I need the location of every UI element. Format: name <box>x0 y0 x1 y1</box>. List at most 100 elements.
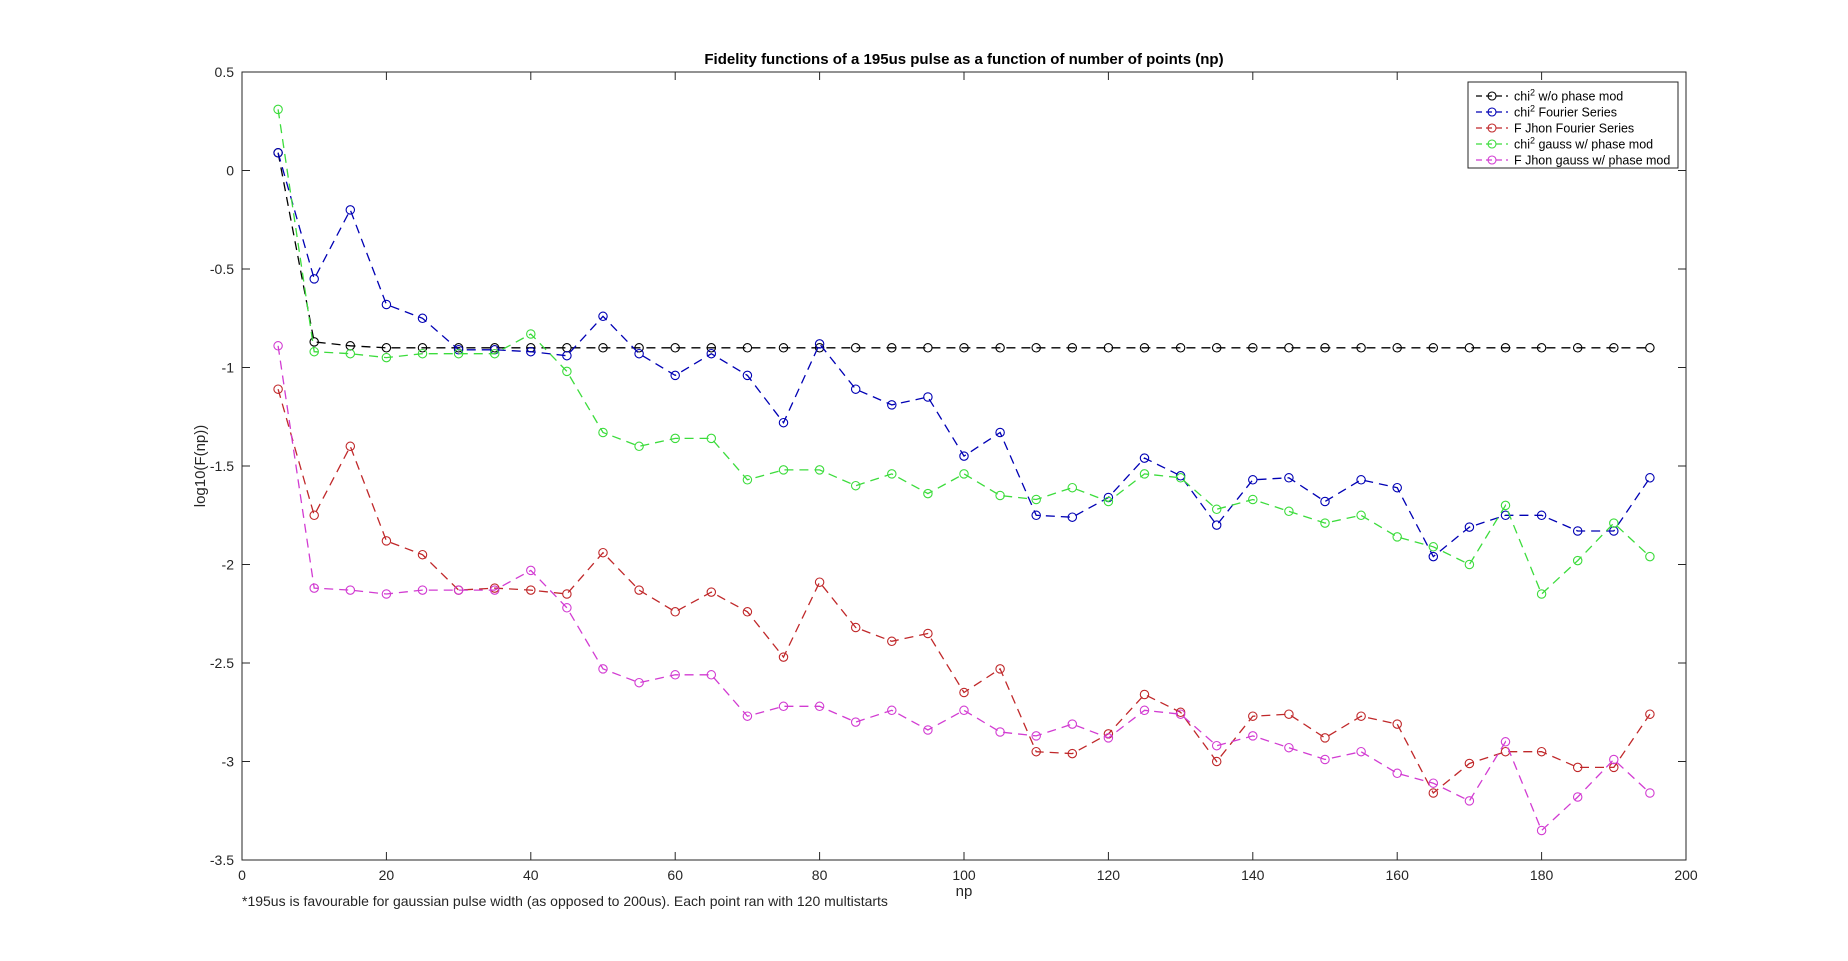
data-point <box>1284 343 1294 353</box>
data-point <box>1284 473 1294 483</box>
series-layer <box>273 104 1655 836</box>
data-point <box>417 585 428 595</box>
data-point <box>959 705 969 716</box>
data-point <box>1320 754 1330 765</box>
legend-label: chi2 Fourier Series <box>1514 104 1617 120</box>
data-point <box>1572 762 1583 773</box>
data-point <box>1645 788 1655 798</box>
data-point <box>1356 746 1366 757</box>
data-point <box>1572 343 1583 353</box>
data-point <box>526 565 536 576</box>
data-point <box>417 313 428 324</box>
data-point <box>1103 343 1114 353</box>
data-point <box>1645 709 1655 719</box>
data-point <box>345 585 356 595</box>
data-point <box>598 664 608 674</box>
y-tick-label: -1.5 <box>210 458 234 474</box>
data-point <box>923 488 933 499</box>
data-point <box>850 480 861 491</box>
data-point <box>1284 742 1294 753</box>
data-point <box>1392 343 1402 353</box>
data-point <box>923 392 933 402</box>
data-point <box>1536 746 1547 757</box>
data-point <box>1248 475 1258 485</box>
data-point <box>923 343 933 353</box>
x-tick-label: 200 <box>1674 867 1698 883</box>
series-line <box>277 109 1651 596</box>
legend-entry: F Jhon Fourier Series <box>1476 122 1634 136</box>
data-point <box>887 343 897 353</box>
y-ticks: 0.5 0 -0.5 -1 -1.5 -2 -2.5 -3 -3.5 <box>210 64 1686 868</box>
data-point <box>959 451 969 461</box>
data-point <box>1284 506 1294 517</box>
data-point <box>309 346 319 357</box>
data-point <box>1248 731 1258 741</box>
data-point <box>489 348 500 359</box>
data-point <box>273 104 283 115</box>
data-point <box>1031 343 1041 353</box>
data-point <box>381 536 392 546</box>
data-point <box>1211 756 1222 767</box>
data-point <box>850 717 861 727</box>
data-point <box>1211 343 1222 353</box>
data-point <box>706 670 717 680</box>
series-line <box>277 345 1651 832</box>
data-point <box>670 607 680 617</box>
data-point <box>1067 748 1078 759</box>
data-point <box>1464 758 1475 769</box>
series-line <box>277 152 1651 558</box>
data-point <box>526 329 536 339</box>
data-point <box>706 348 717 359</box>
data-point <box>598 547 608 558</box>
y-tick-label: -2 <box>222 557 235 573</box>
data-point <box>273 384 283 394</box>
data-point <box>742 343 753 353</box>
x-tick-label: 80 <box>812 867 828 883</box>
legend-entry: chi2 w/o phase mod <box>1476 88 1623 104</box>
data-point <box>417 549 428 560</box>
data-point <box>995 664 1005 674</box>
data-point <box>1500 737 1511 747</box>
data-point <box>1464 522 1475 532</box>
data-point <box>850 384 861 394</box>
legend-label: chi2 gauss w/ phase mod <box>1514 136 1653 152</box>
data-point <box>1139 469 1150 479</box>
data-point <box>670 370 680 381</box>
data-point <box>742 370 753 381</box>
data-point <box>634 441 644 452</box>
data-point <box>1392 482 1402 493</box>
legend-marker <box>1487 155 1497 165</box>
data-point <box>1320 496 1330 507</box>
data-point <box>1211 740 1222 751</box>
data-point <box>562 366 572 377</box>
data-point <box>1428 343 1439 353</box>
x-tick-label: 40 <box>523 867 539 883</box>
x-ticks: 0 20 40 60 80 100 120 140 160 180 200 <box>238 72 1698 883</box>
data-point <box>670 670 680 680</box>
data-point <box>634 677 644 688</box>
data-point <box>1031 746 1041 757</box>
series-3 <box>273 384 1655 798</box>
legend-marker <box>1487 91 1497 101</box>
data-point <box>814 465 825 475</box>
y-axis-label: log10(F(np)) <box>192 425 209 508</box>
data-point <box>1067 512 1078 522</box>
data-point <box>634 585 644 595</box>
data-point <box>778 701 789 712</box>
data-point <box>309 337 319 347</box>
data-point <box>1103 496 1114 507</box>
legend-entry: F Jhon gauss w/ phase mod <box>1476 154 1670 168</box>
data-point <box>1428 788 1439 798</box>
data-point <box>1428 551 1439 562</box>
data-point <box>309 583 319 593</box>
data-point <box>670 433 680 444</box>
data-point <box>670 343 680 353</box>
data-point <box>742 475 753 485</box>
legend-marker <box>1487 123 1497 133</box>
data-point <box>742 711 753 721</box>
data-point <box>814 343 825 353</box>
data-point <box>1572 526 1583 536</box>
data-point <box>706 433 717 444</box>
data-point <box>1248 494 1258 505</box>
